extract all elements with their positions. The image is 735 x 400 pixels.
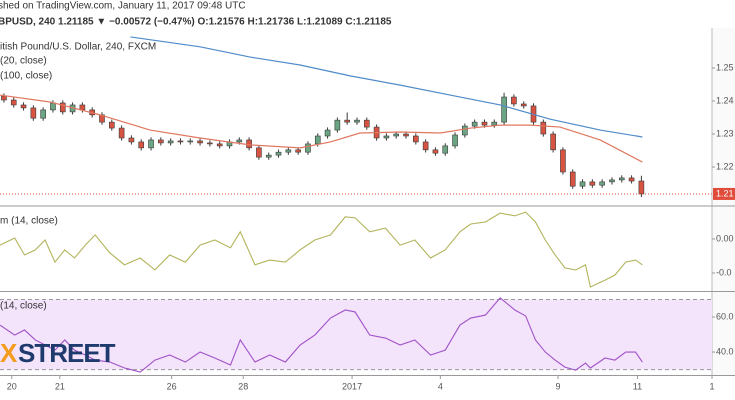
candle-body	[158, 139, 164, 144]
candle-body	[393, 133, 400, 137]
last-price-label: 1.21	[716, 188, 734, 198]
candle-body	[363, 119, 370, 128]
candle-body	[383, 135, 390, 139]
candle-body	[501, 96, 507, 123]
candle-body	[236, 139, 243, 143]
candle-body	[471, 121, 478, 127]
x-tick-label: 2017	[342, 381, 362, 391]
candle-body	[609, 179, 615, 183]
plots: 1.25 1.24 1.23 1.22 1.21 0.00 -0.0 60.0 40.0 20 21…	[0, 36, 735, 391]
y-tick-label: 1.23	[716, 128, 734, 138]
x-tick-label: 26	[167, 381, 177, 391]
candle-body	[344, 119, 350, 123]
candle-body	[10, 99, 17, 106]
candle-body	[324, 129, 331, 137]
candle-body	[462, 125, 468, 136]
candle-body	[256, 147, 262, 158]
main-title: itish Pound/U.S. Dollar, 240, FXCM	[0, 42, 156, 53]
price-axis	[712, 28, 735, 375]
y-tick-label: 1.22	[716, 161, 734, 171]
candle-body	[187, 140, 194, 143]
x-tick-label: 9	[556, 381, 561, 391]
x-tick-label: 20	[7, 381, 17, 391]
legend-entry: (100, close)	[0, 71, 52, 82]
x-tick-label: 28	[238, 381, 248, 391]
candle-body	[138, 141, 145, 149]
momentum-title: m (14, close)	[0, 216, 58, 227]
last-price-box	[713, 187, 735, 200]
candle-body	[50, 102, 56, 111]
candle-body	[148, 139, 154, 149]
x-tick-label: 21	[55, 381, 65, 391]
candle-body	[265, 154, 272, 158]
candle-body	[442, 145, 449, 154]
candle-body	[540, 121, 547, 135]
quote-line: BPUSD, 240 1.21185 ▼ −0.00572 (−0.47%) O…	[0, 17, 392, 28]
y-tick-label: 0.00	[716, 233, 734, 243]
candle-body	[246, 139, 252, 149]
candle-body	[177, 140, 184, 143]
candle-body	[109, 121, 115, 129]
candle-body	[197, 140, 203, 144]
candle-body	[79, 104, 86, 111]
candle-body	[207, 142, 213, 145]
candle-body	[452, 134, 458, 147]
candle-body	[314, 135, 321, 145]
candle-body	[618, 177, 625, 181]
candle-body	[118, 127, 125, 139]
candle-body	[511, 96, 517, 105]
candle-body	[638, 180, 645, 195]
candle-body	[413, 135, 419, 143]
candle-body	[40, 109, 46, 119]
candle-body	[560, 149, 566, 173]
candle-body	[295, 149, 301, 153]
x-tick-label: 1	[709, 381, 714, 391]
watermark-word: STREET	[18, 338, 116, 368]
candle-body	[589, 181, 596, 186]
candle-body	[481, 121, 488, 126]
candle-body	[628, 177, 635, 182]
candle-body	[285, 149, 292, 153]
indicator-line	[0, 211, 643, 288]
rsi-band	[0, 299, 712, 370]
candle-body	[422, 141, 429, 151]
candle-body	[305, 143, 311, 153]
candle-body	[520, 103, 527, 107]
y-tick-label: 1.25	[716, 62, 734, 72]
candle-body	[569, 171, 576, 187]
candle-body	[403, 133, 409, 137]
x-tick-label: 11	[633, 381, 642, 391]
candle-body	[167, 140, 174, 144]
rsi-title: (14, close)	[0, 301, 47, 312]
candle-body	[599, 181, 605, 186]
candle-body	[491, 121, 498, 126]
candle-body	[275, 151, 282, 156]
indicator-line	[0, 297, 643, 373]
candle-body	[432, 149, 439, 154]
candle-body	[354, 119, 360, 123]
legend-entry: (20, close)	[0, 56, 47, 67]
candle-body	[334, 119, 341, 131]
candle-body	[579, 181, 586, 187]
x-tick-label: 4	[438, 381, 443, 391]
candle-body	[20, 104, 27, 109]
candle-body	[216, 143, 223, 147]
y-tick-label: 60.0	[716, 311, 734, 321]
candle-body	[128, 137, 135, 143]
candle-body	[30, 107, 37, 119]
published-note: shed on TradingView.com, January 11, 201…	[0, 1, 246, 12]
watermark-mark: X	[0, 338, 18, 368]
candle-body	[1, 95, 7, 101]
candle-body	[550, 133, 556, 151]
moving-average	[0, 94, 643, 163]
y-tick-label: -0.0	[716, 267, 732, 277]
moving-average	[130, 36, 643, 138]
y-tick-label: 40.0	[716, 346, 734, 356]
y-tick-label: 1.24	[716, 95, 734, 105]
candle-body	[59, 102, 66, 113]
